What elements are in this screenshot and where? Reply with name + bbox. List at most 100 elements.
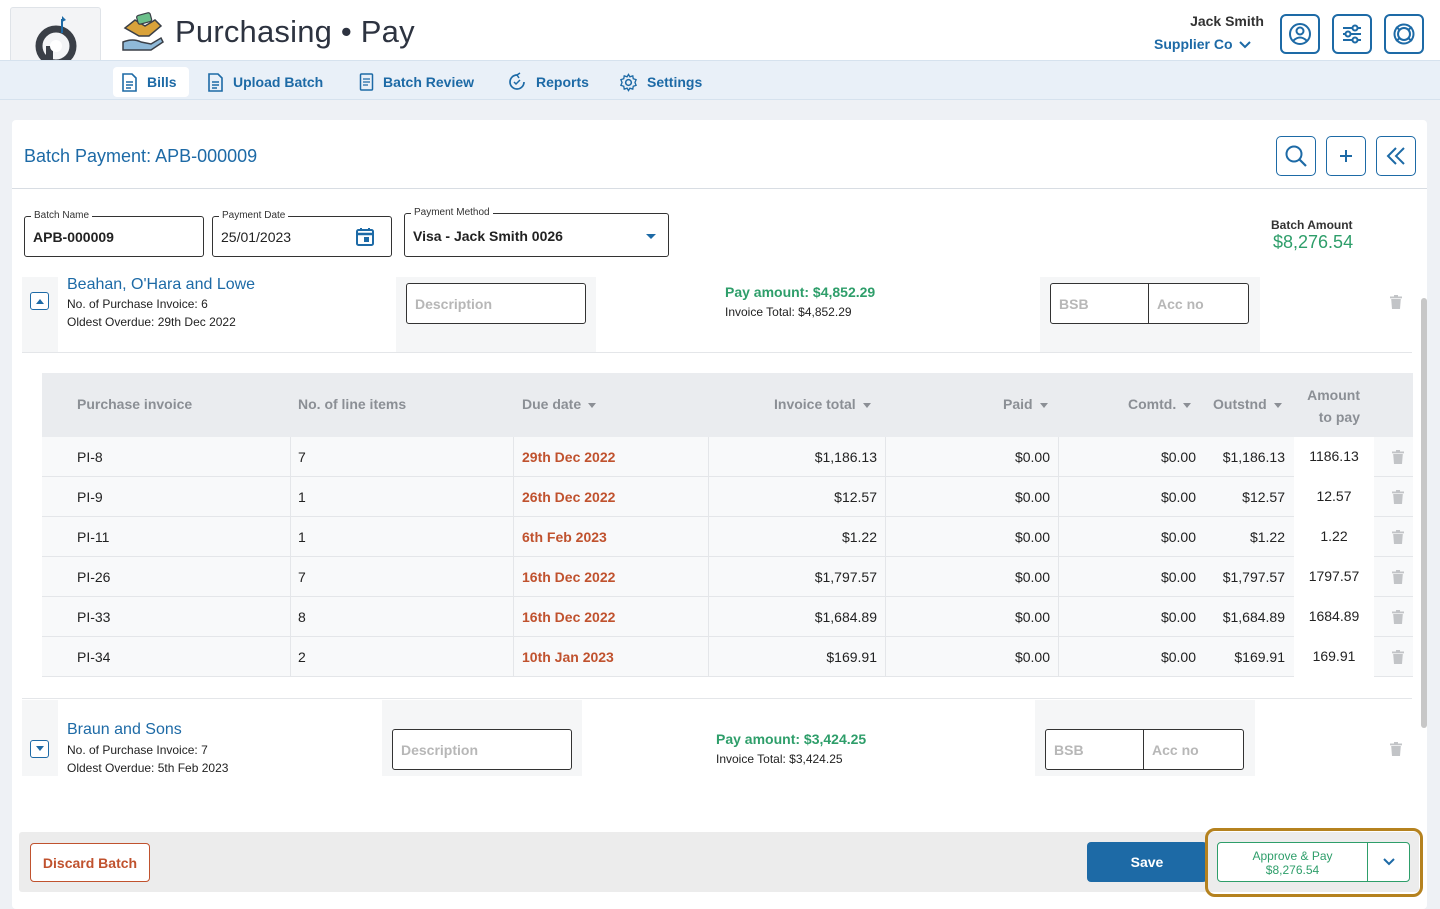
nav-bar: Bills Upload Batch Batch Review Reports … (0, 60, 1440, 100)
user-name: Jack Smith (1190, 13, 1264, 29)
payment-method-label: Payment Method (411, 207, 493, 218)
trash-icon[interactable] (1392, 570, 1404, 584)
account-number-input[interactable]: Acc no (1157, 296, 1204, 312)
supplier-info: Braun and Sons No. of Purchase Invoice: … (58, 700, 398, 776)
cell-divider (513, 597, 514, 637)
col-purchase-invoice: Purchase invoice (77, 396, 193, 412)
supplier-name-link[interactable]: Beahan, O'Hara and Lowe (67, 276, 256, 293)
col-due-date-label: Due date (522, 396, 582, 412)
account-number-input[interactable]: Acc no (1152, 742, 1199, 758)
col-invoice-total[interactable]: Invoice total (774, 396, 871, 412)
cell-divider (1058, 597, 1059, 637)
approve-options-dropdown[interactable] (1367, 842, 1410, 882)
cell-paid: $0.00 (1014, 569, 1050, 585)
save-button[interactable]: Save (1087, 842, 1207, 882)
calendar-icon[interactable] (355, 227, 375, 247)
tab-batch-review[interactable]: Batch Review (351, 67, 482, 97)
sort-caret-icon (1273, 402, 1282, 408)
col-paid[interactable]: Paid (1003, 396, 1048, 412)
expand-supplier-button[interactable] (30, 740, 49, 758)
supplier-invoice-count: No. of Purchase Invoice: 6 (67, 297, 208, 311)
cell-invoice-total: $169.91 (826, 649, 877, 665)
trash-icon[interactable] (1392, 450, 1404, 464)
purchasing-handshake-icon (122, 12, 164, 51)
tab-bills[interactable]: Bills (113, 67, 189, 97)
row-divider (22, 352, 1412, 353)
sort-caret-icon (588, 402, 597, 408)
bsb-input[interactable]: BSB (1046, 730, 1144, 769)
cell-outstnd: $169.91 (1234, 649, 1285, 665)
trash-icon[interactable] (1392, 610, 1404, 624)
filters-button[interactable] (1332, 14, 1372, 54)
col-outstnd-label: Outstnd (1213, 396, 1267, 412)
amount-to-pay-input[interactable]: 1684.89 (1294, 597, 1374, 637)
collapse-supplier-button[interactable] (30, 292, 49, 310)
payment-method-value: Visa - Jack Smith 0026 (413, 228, 563, 244)
tab-settings[interactable]: Settings (611, 67, 710, 97)
lifebuoy-icon (1393, 23, 1415, 45)
trash-icon[interactable] (1390, 295, 1402, 309)
payment-method-select[interactable]: Payment Method Visa - Jack Smith 0026 (404, 207, 669, 257)
cell-divider (708, 517, 709, 557)
cell-divider (885, 517, 886, 557)
col-due-date[interactable]: Due date (522, 396, 597, 412)
company-selector[interactable]: Supplier Co (1154, 36, 1251, 52)
cell-divider (885, 597, 886, 637)
trash-icon[interactable] (1390, 742, 1402, 756)
cell-divider (1058, 637, 1059, 677)
col-comtd[interactable]: Comtd. (1128, 396, 1192, 412)
bank-details-wrap: BSB Acc no (1035, 700, 1255, 776)
double-chevron-left-icon (1386, 147, 1405, 165)
cell-invoice[interactable]: PI-26 (77, 569, 111, 585)
cell-invoice-total: $1,797.57 (814, 569, 877, 585)
profile-button[interactable] (1280, 14, 1320, 54)
discard-batch-button[interactable]: Discard Batch (30, 843, 150, 882)
chevron-down-icon (1382, 858, 1395, 866)
amount-to-pay-input[interactable]: 12.57 (1294, 477, 1374, 517)
cell-invoice[interactable]: PI-34 (77, 649, 111, 665)
cell-divider (290, 437, 291, 477)
tab-upload-batch[interactable]: Upload Batch (199, 67, 331, 97)
amount-to-pay-input[interactable]: 1797.57 (1294, 557, 1374, 597)
tab-reports-label: Reports (536, 74, 589, 90)
approve-and-pay-button[interactable]: Approve & Pay $8,276.54 (1217, 842, 1368, 882)
cell-due-date: 29th Dec 2022 (522, 449, 616, 465)
batch-name-field[interactable]: Batch Name APB-000009 (24, 210, 204, 257)
search-button[interactable] (1276, 136, 1316, 176)
trash-icon[interactable] (1392, 490, 1404, 504)
cell-invoice[interactable]: PI-11 (77, 529, 110, 545)
cell-invoice[interactable]: PI-9 (77, 489, 103, 505)
collapse-panel-button[interactable] (1376, 136, 1416, 176)
cell-due-date: 6th Feb 2023 (522, 529, 607, 545)
cell-line-items: 7 (298, 569, 306, 585)
cell-outstnd: $1.22 (1249, 529, 1285, 545)
cell-invoice[interactable]: PI-8 (77, 449, 103, 465)
amount-to-pay-input[interactable]: 1186.13 (1294, 437, 1374, 477)
scrollbar[interactable] (1421, 298, 1427, 728)
trash-icon[interactable] (1392, 650, 1404, 664)
cell-divider (708, 637, 709, 677)
cell-divider (708, 437, 709, 477)
cell-invoice-total: $1.22 (841, 529, 877, 545)
description-input[interactable]: Description (392, 729, 572, 770)
user-circle-icon (1289, 23, 1311, 45)
cell-paid: $0.00 (1014, 449, 1050, 465)
cell-divider (513, 517, 514, 557)
description-input[interactable]: Description (406, 283, 586, 324)
payment-date-field[interactable]: Payment Date 25/01/2023 (212, 210, 392, 257)
bsb-input[interactable]: BSB (1051, 284, 1149, 323)
batch-amount-label: Batch Amount (1271, 218, 1353, 232)
add-button[interactable] (1326, 136, 1366, 176)
amount-to-pay-input[interactable]: 1.22 (1294, 517, 1374, 557)
col-outstnd[interactable]: Outstnd (1213, 396, 1282, 412)
supplier-name-link[interactable]: Braun and Sons (67, 721, 182, 738)
cell-divider (885, 437, 886, 477)
trash-icon[interactable] (1392, 530, 1404, 544)
table-row: PI-9 1 26th Dec 2022 $12.57 $0.00 $0.00 $12.57… (42, 477, 1413, 517)
help-button[interactable] (1384, 14, 1424, 54)
cell-divider (708, 597, 709, 637)
amount-to-pay-input[interactable]: 169.91 (1294, 637, 1374, 677)
tab-reports[interactable]: Reports (499, 67, 597, 97)
cell-invoice[interactable]: PI-33 (77, 609, 111, 625)
payment-date-value: 25/01/2023 (221, 229, 292, 245)
